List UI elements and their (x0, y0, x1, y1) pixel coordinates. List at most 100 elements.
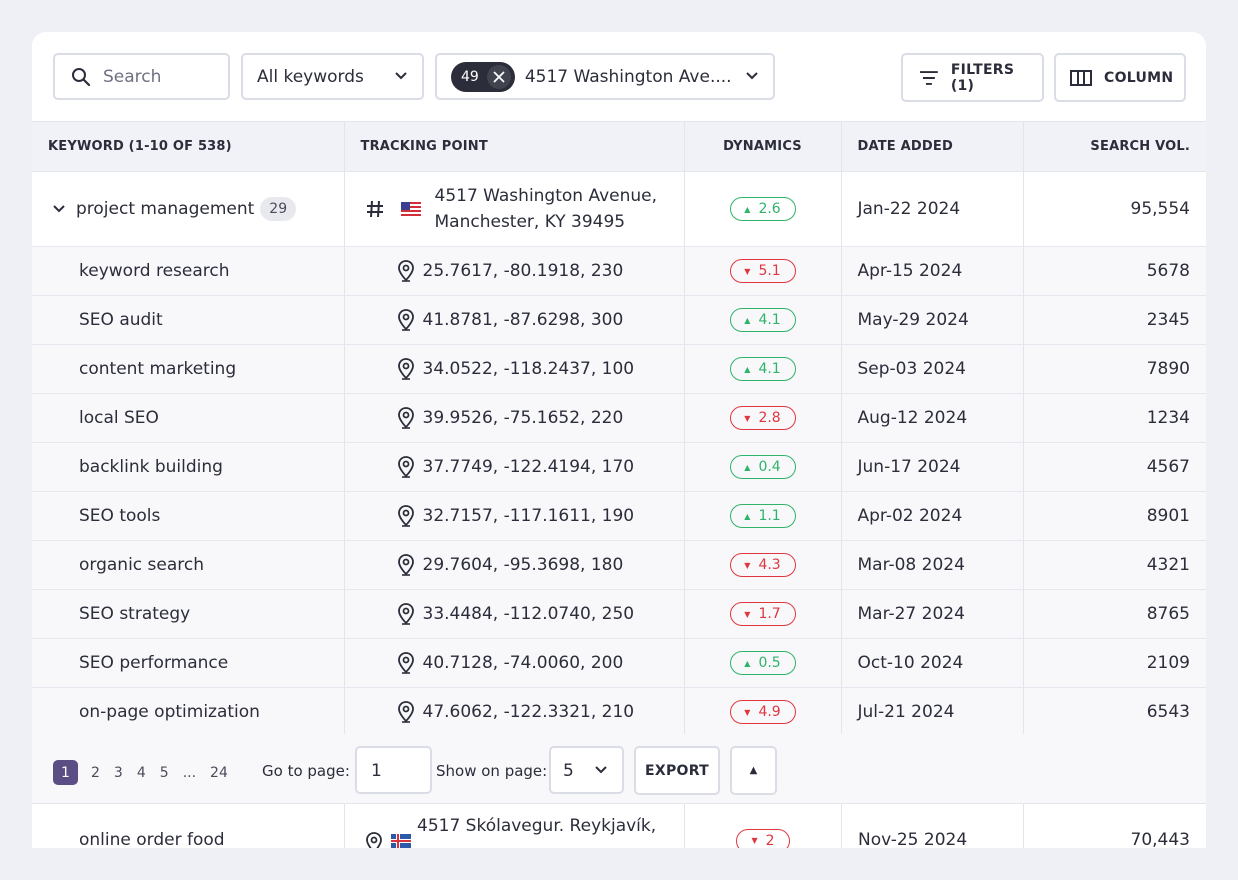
map-pin-icon (397, 505, 414, 527)
keyword-text: on-page optimization (79, 702, 260, 722)
clear-chip-button[interactable] (486, 64, 511, 89)
tracking-point-value: 4517 Washington Ave.... (524, 66, 732, 87)
header-keyword[interactable]: KEYWORD (1-10 OF 538) (32, 121, 344, 172)
coordinates-text: 34.0522, -118.2437, 100 (422, 359, 635, 379)
dynamics-badge: ▲ 2.6 (729, 197, 796, 222)
filter-icon (919, 70, 938, 85)
map-pin-icon (397, 603, 414, 625)
map-pin-icon (397, 358, 414, 380)
tracking-point-select[interactable]: 49 4517 Washington Ave.... (435, 53, 775, 100)
table-row[interactable]: SEO tools 32.7157, -117.1611, 190 ▲ 1.1 Apr-… (32, 491, 1206, 541)
keyword-text: SEO audit (79, 310, 163, 330)
cell-tracking-point: 39.9526, -75.1652, 220 (343, 393, 684, 443)
table-row[interactable]: SEO performance 40.7128, -74.0060, 200 ▲ 0.… (32, 638, 1206, 688)
cell-date-added: Aug-12 2024 (840, 393, 1023, 443)
address-line-2: Manchester, KY 39495 (434, 212, 626, 232)
cell-search-volume: 5678 (1022, 246, 1206, 296)
header-search-volume[interactable]: SEARCH VOL. (1022, 121, 1206, 172)
cell-search-volume: 7890 (1022, 344, 1206, 394)
cell-keyword: SEO tools (32, 491, 344, 541)
cell-tracking-point: 32.7157, -117.1611, 190 (343, 491, 684, 541)
table-header-row: KEYWORD (1-10 OF 538) TRACKING POINT DYN… (32, 121, 1206, 172)
goto-page-input[interactable]: 1 (355, 746, 432, 794)
table-row[interactable]: local SEO 39.9526, -75.1652, 220 ▼ 2.8 Aug-1… (32, 393, 1206, 443)
map-pin-icon (397, 309, 414, 331)
arrow-down-icon: ▼ (744, 707, 751, 717)
goto-page-label: Go to page: (262, 762, 350, 780)
next-address: 4517 Skólavegur. Reykjavík, (417, 816, 657, 836)
table-row-next-group[interactable]: online order food 4517 Skólavegur. Reykj… (32, 804, 1206, 848)
keyword-count-badge: 29 (260, 197, 297, 221)
search-input[interactable]: Search (53, 53, 230, 100)
columns-button[interactable]: COLUMN (1054, 53, 1186, 102)
table-row[interactable]: organic search 29.7604, -95.3698, 180 ▼ 4.3… (32, 540, 1206, 590)
chevron-down-icon (595, 766, 607, 774)
show-on-page-label: Show on page: (436, 762, 548, 780)
table-row[interactable]: SEO audit 41.8781, -87.6298, 300 ▲ 4.1 May-2… (32, 295, 1206, 345)
header-date-added[interactable]: DATE ADDED (840, 121, 1023, 172)
cell-dynamics: ▲ 0.5 (683, 638, 841, 688)
map-pin-icon (397, 260, 414, 282)
map-pin-icon (397, 456, 414, 478)
scroll-top-button[interactable]: ▲ (730, 746, 777, 795)
cell-keyword: on-page optimization (32, 687, 344, 737)
dynamics-value: 1.1 (758, 508, 781, 525)
export-button[interactable]: EXPORT (634, 746, 720, 795)
cell-date-added: Jul-21 2024 (840, 687, 1023, 737)
next-keyword: online order food (79, 830, 225, 848)
cell-search-volume: 95,554 (1022, 171, 1206, 247)
cell-dynamics: ▲ 0.4 (683, 442, 841, 492)
page-size-select[interactable]: 5 (549, 746, 624, 794)
map-pin-icon (397, 554, 414, 576)
table-row[interactable]: SEO strategy 33.4484, -112.0740, 250 ▼ 1.7 M… (32, 589, 1206, 639)
next-tracking-point: 4517 Skólavegur. Reykjavík, (344, 804, 684, 848)
keyword-text: SEO performance (79, 653, 229, 673)
next-dynamics: ▼ 2 (684, 804, 841, 848)
dynamics-badge: ▲ 0.5 (729, 651, 796, 676)
dynamics-badge: ▼ 5.1 (729, 259, 796, 284)
cell-search-volume: 2109 (1022, 638, 1206, 688)
table-row-parent[interactable]: project management 29 4517 Washington Av… (32, 171, 1206, 247)
page-link-24[interactable]: 24 (210, 764, 228, 781)
dynamics-badge: ▲ 4.1 (729, 357, 796, 382)
page-link-2[interactable]: 2 (91, 764, 100, 781)
coordinates-text: 40.7128, -74.0060, 200 (422, 653, 624, 673)
page-link-5[interactable]: 5 (159, 764, 169, 781)
filters-button[interactable]: FILTERS (1) (901, 53, 1044, 102)
cell-keyword: content marketing (32, 344, 344, 394)
cell-date-added: May-29 2024 (840, 295, 1023, 345)
dynamics-value: 5.1 (758, 263, 781, 280)
keyword-filter-select[interactable]: All keywords (241, 53, 424, 100)
dynamics-value: 4.1 (758, 312, 781, 329)
chevron-down-icon[interactable] (52, 202, 66, 216)
header-dynamics[interactable]: DYNAMICS (683, 121, 841, 172)
cell-date-added: Apr-02 2024 (840, 491, 1023, 541)
table-row[interactable]: keyword research 25.7617, -80.1918, 230 ▼ 5… (32, 246, 1206, 296)
coordinates-text: 39.9526, -75.1652, 220 (422, 408, 624, 428)
header-tracking-point[interactable]: TRACKING POINT (343, 121, 684, 172)
keyword-table-card: Search All keywords 49 4517 Washington A… (32, 32, 1206, 848)
table-row[interactable]: backlink building 37.7749, -122.4194, 170… (32, 442, 1206, 492)
page-link-3[interactable]: 3 (113, 764, 123, 781)
pagination-bar: 1 2 3 4 5... 24 Go to page: 1 Show on page: 5… (32, 734, 1206, 804)
cell-keyword: project management 29 (32, 171, 344, 247)
cell-dynamics: ▲ 4.1 (683, 295, 841, 345)
map-pin-icon (366, 832, 382, 848)
page-link-1[interactable]: 1 (53, 760, 78, 785)
arrow-up-icon: ▲ (744, 462, 751, 472)
columns-icon (1070, 69, 1092, 86)
keyword-filter-value: All keywords (257, 66, 364, 87)
keyword-text: content marketing (79, 359, 237, 379)
page-link-4[interactable]: 4 (136, 764, 146, 781)
table-row[interactable]: on-page optimization 47.6062, -122.3321, … (32, 687, 1206, 737)
keyword-text: local SEO (79, 408, 159, 428)
arrow-down-icon: ▼ (744, 266, 751, 276)
cell-dynamics: ▲ 4.1 (683, 344, 841, 394)
arrow-down-icon: ▼ (744, 609, 751, 619)
cell-dynamics: ▲ 1.1 (683, 491, 841, 541)
cell-tracking-point: 40.7128, -74.0060, 200 (343, 638, 684, 688)
cell-date-added: Mar-27 2024 (840, 589, 1023, 639)
arrow-up-icon: ▲ (744, 204, 751, 214)
table-row[interactable]: content marketing 34.0522, -118.2437, 100… (32, 344, 1206, 394)
next-date: Nov-25 2024 (841, 804, 1023, 848)
